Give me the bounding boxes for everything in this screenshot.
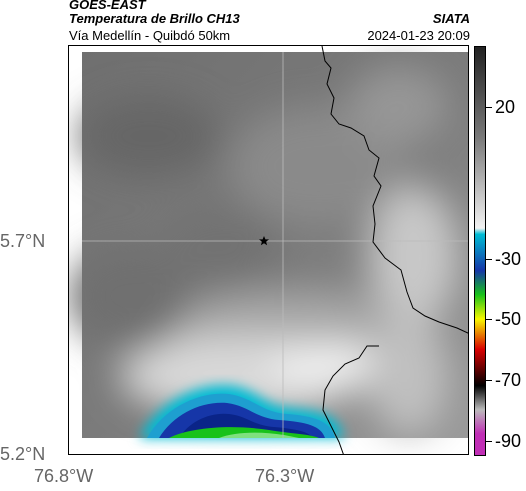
latitude-label-5.7: 5.7°N (0, 231, 46, 251)
latitude-label-5.2: 5.2°N (0, 444, 46, 464)
longitude-label-76.3: 76.3°W (255, 466, 315, 486)
imagery-area (69, 52, 468, 438)
brightness-temperature-map (69, 46, 468, 454)
colorbar-tick (486, 440, 492, 442)
route-subtitle: Vía Medellín - Quibdó 50km (69, 28, 231, 43)
agency-label: SIATA (432, 11, 470, 26)
colorbar-tick-label: 20 (495, 96, 516, 117)
colorbar-tick (486, 258, 492, 260)
colorbar-tick (486, 106, 492, 108)
colorbar-tick-label: -90 (495, 430, 522, 451)
longitude-label-76.8: 76.8°W (34, 466, 94, 486)
colorbar-tick (486, 319, 492, 321)
department-boundary-south (322, 345, 379, 454)
colorbar-tick-label: -50 (495, 309, 522, 330)
temperature-colorbar (474, 46, 486, 456)
satellite-name: GOES-EAST (69, 0, 146, 12)
colorbar-tick (486, 380, 492, 382)
department-boundary (321, 46, 468, 334)
colorbar-tick-label: -30 (495, 248, 522, 269)
map-panel[interactable] (68, 45, 469, 455)
product-title: Temperatura de Brillo CH13 (69, 11, 240, 26)
colorbar-tick-label: -70 (495, 370, 522, 391)
star-icon (259, 236, 269, 246)
timestamp: 2024-01-23 20:09 (367, 28, 470, 43)
